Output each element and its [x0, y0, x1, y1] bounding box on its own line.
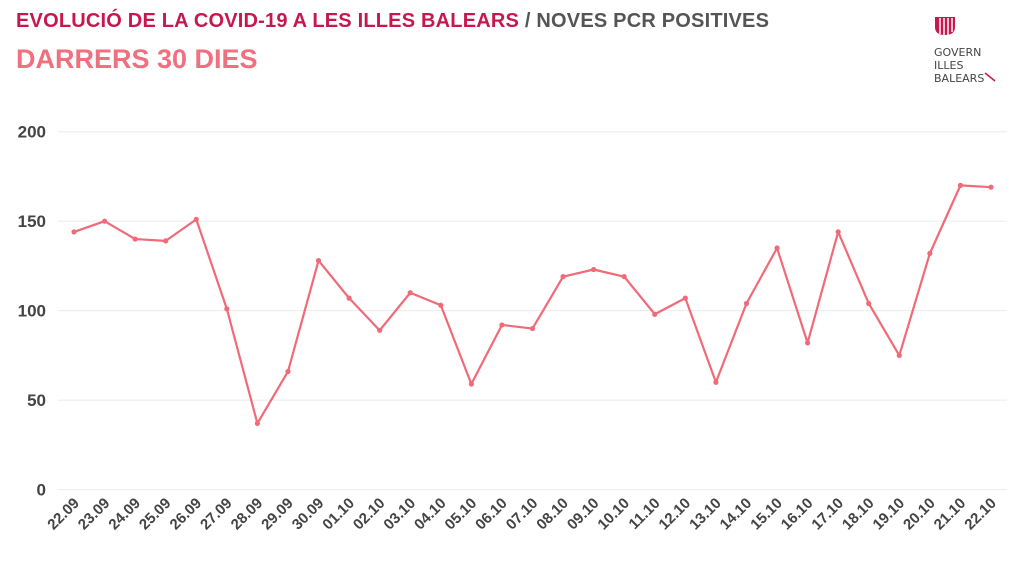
data-point — [163, 238, 169, 244]
x-tick-label: 03.10 — [380, 495, 419, 534]
y-tick-label: 0 — [37, 481, 46, 500]
x-tick-label: 27.09 — [197, 495, 236, 534]
x-tick-label: 09.10 — [564, 495, 603, 534]
x-tick-label: 15.10 — [747, 495, 786, 534]
title-separator: / — [519, 10, 537, 32]
x-tick-label: 26.09 — [167, 495, 206, 534]
x-tick-label: 20.10 — [900, 495, 939, 534]
x-tick-label: 16.10 — [778, 495, 817, 534]
x-tick-label: 25.09 — [136, 495, 175, 534]
data-point — [927, 250, 933, 256]
x-tick-label: 19.10 — [870, 495, 909, 534]
x-tick-label: 30.09 — [289, 495, 328, 534]
data-point — [896, 352, 902, 358]
x-tick-label: 28.09 — [228, 495, 267, 534]
x-tick-label: 17.10 — [808, 495, 847, 534]
x-tick-label: 04.10 — [411, 495, 450, 534]
data-point — [132, 236, 138, 242]
title-main: EVOLUCIÓ DE LA COVID-19 A LES ILLES BALE… — [16, 10, 520, 32]
y-tick-label: 50 — [27, 391, 46, 410]
x-tick-label: 05.10 — [442, 495, 481, 534]
logo-line-2: ILLES — [934, 59, 964, 72]
data-point — [652, 311, 658, 317]
y-tick-label: 100 — [18, 302, 46, 321]
data-point — [377, 327, 383, 333]
x-tick-label: 08.10 — [533, 495, 572, 534]
data-point — [438, 302, 444, 308]
x-tick-label: 23.09 — [75, 495, 114, 534]
data-point — [713, 379, 719, 385]
x-tick-label: 10.10 — [594, 495, 633, 534]
x-tick-label: 11.10 — [626, 495, 664, 533]
data-point — [254, 420, 260, 426]
data-point — [224, 306, 230, 312]
data-point — [743, 300, 750, 307]
data-point — [957, 182, 964, 188]
logo-slash-icon — [984, 72, 996, 82]
chart-subtitle: DARRERS 30 DIES — [16, 44, 258, 74]
data-point — [835, 229, 841, 235]
data-point — [866, 300, 872, 307]
data-point — [774, 245, 780, 251]
data-point — [101, 218, 108, 224]
y-tick-label: 200 — [18, 123, 46, 142]
data-point — [529, 325, 536, 332]
x-tick-label: 02.10 — [350, 495, 389, 534]
chart-title: EVOLUCIÓ DE LA COVID-19 A LES ILLES BALE… — [16, 10, 769, 33]
data-point — [193, 216, 199, 222]
title-sub: NOVES PCR POSITIVES — [536, 10, 770, 32]
logo-line-1: GOVERN — [934, 46, 982, 59]
coat-of-arms-icon — [935, 17, 955, 35]
data-point — [285, 368, 291, 375]
x-tick-label: 14.10 — [717, 495, 756, 534]
data-point — [346, 295, 352, 301]
data-point — [315, 257, 322, 264]
x-tick-label: 01.10 — [319, 495, 358, 534]
x-tick-label: 06.10 — [472, 495, 511, 534]
data-point — [591, 266, 597, 273]
x-tick-label: 13.10 — [686, 495, 725, 534]
data-point — [682, 295, 688, 301]
data-point — [499, 322, 505, 328]
x-tick-label: 24.09 — [105, 495, 144, 534]
data-point — [468, 381, 474, 387]
x-tick-label: 07.10 — [503, 495, 542, 534]
x-tick-label: 21.10 — [931, 495, 970, 534]
data-point — [407, 290, 413, 296]
x-tick-label: 29.09 — [258, 495, 297, 534]
data-point — [805, 340, 811, 346]
x-tick-label: 18.10 — [839, 495, 878, 534]
x-tick-label: 22.10 — [961, 495, 1000, 534]
data-point — [621, 274, 627, 280]
data-point — [560, 274, 566, 280]
y-tick-label: 150 — [18, 212, 46, 231]
x-tick-label: 12.10 — [656, 495, 695, 534]
logo-line-3: BALEARS — [934, 72, 985, 85]
govern-logo: GOVERN ILLES BALEARS — [934, 16, 996, 85]
data-point — [988, 184, 994, 190]
x-tick-label: 22.09 — [44, 495, 83, 534]
data-point — [71, 229, 77, 235]
